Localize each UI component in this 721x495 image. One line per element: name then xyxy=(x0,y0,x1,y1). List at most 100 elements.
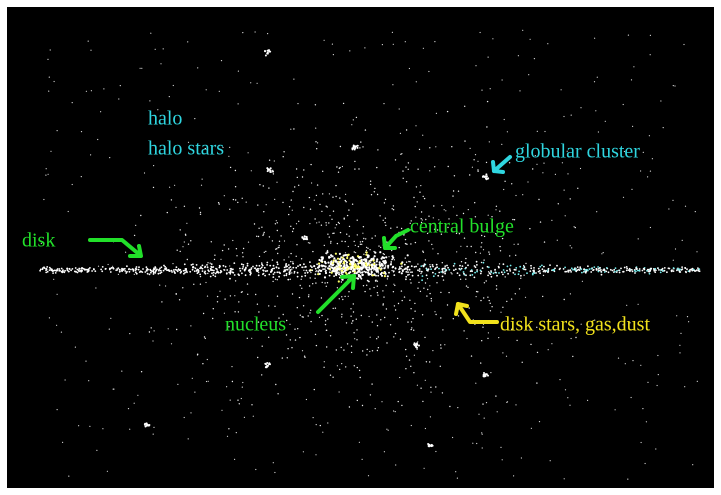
star xyxy=(335,227,336,228)
star xyxy=(287,269,289,271)
star xyxy=(347,215,348,216)
star xyxy=(580,107,581,108)
star xyxy=(349,236,350,237)
star xyxy=(485,176,487,178)
star xyxy=(463,273,465,275)
star xyxy=(321,225,322,226)
star xyxy=(292,191,293,192)
star xyxy=(141,68,142,69)
star xyxy=(360,241,361,242)
star xyxy=(523,268,525,270)
star xyxy=(264,252,265,253)
star xyxy=(40,269,42,271)
star xyxy=(229,278,231,280)
star xyxy=(436,113,437,114)
star xyxy=(290,253,291,254)
star xyxy=(310,310,311,311)
star xyxy=(396,227,397,228)
star xyxy=(226,386,227,387)
star xyxy=(75,347,76,348)
star xyxy=(369,249,370,250)
star xyxy=(134,274,135,275)
star xyxy=(387,275,389,277)
star xyxy=(359,442,360,443)
star xyxy=(277,263,279,265)
star xyxy=(445,269,447,271)
star xyxy=(302,316,303,317)
star xyxy=(225,266,227,268)
star xyxy=(442,329,443,330)
star xyxy=(482,447,483,448)
star xyxy=(341,314,342,315)
star xyxy=(398,271,400,273)
star xyxy=(337,243,338,244)
star xyxy=(184,263,186,265)
star xyxy=(278,267,280,269)
star xyxy=(353,119,354,120)
star xyxy=(468,209,469,210)
star xyxy=(266,262,268,264)
star xyxy=(358,269,360,271)
star xyxy=(189,271,191,273)
star xyxy=(440,366,441,367)
star xyxy=(502,459,503,460)
star xyxy=(350,308,351,309)
star xyxy=(525,297,526,298)
star xyxy=(242,387,243,388)
star xyxy=(383,253,384,254)
star xyxy=(457,478,458,479)
star xyxy=(93,268,95,270)
star xyxy=(402,269,404,271)
star xyxy=(680,333,681,334)
star xyxy=(638,238,639,239)
star xyxy=(110,318,111,319)
star xyxy=(230,295,231,296)
star xyxy=(416,349,417,350)
star xyxy=(118,274,119,275)
star xyxy=(343,349,344,350)
star xyxy=(255,31,256,32)
star xyxy=(294,186,295,187)
star xyxy=(383,267,385,269)
star xyxy=(493,272,495,274)
star xyxy=(432,350,433,351)
star xyxy=(292,267,294,269)
star xyxy=(642,270,644,272)
star xyxy=(378,245,379,246)
star xyxy=(412,318,413,319)
star xyxy=(290,339,291,340)
star xyxy=(488,332,489,333)
star xyxy=(149,269,151,271)
star xyxy=(367,248,368,249)
star xyxy=(247,338,248,339)
star xyxy=(258,228,259,229)
star xyxy=(62,442,63,443)
star xyxy=(167,212,168,213)
star xyxy=(487,338,488,339)
star xyxy=(647,269,649,271)
star xyxy=(230,400,231,401)
star xyxy=(292,231,293,232)
star xyxy=(360,141,361,142)
star xyxy=(242,252,243,253)
star xyxy=(370,295,371,296)
star xyxy=(422,401,423,402)
star xyxy=(300,315,301,316)
star xyxy=(125,272,127,274)
star xyxy=(597,77,598,78)
star xyxy=(483,249,484,250)
star xyxy=(442,262,443,263)
star xyxy=(673,260,674,261)
star xyxy=(536,382,537,383)
star xyxy=(417,385,418,386)
star xyxy=(269,236,270,237)
star xyxy=(163,265,165,267)
star xyxy=(199,207,200,208)
star xyxy=(570,271,572,273)
star xyxy=(272,240,273,241)
star xyxy=(45,268,47,270)
star xyxy=(518,273,520,275)
star xyxy=(664,267,666,269)
star xyxy=(556,265,558,267)
star xyxy=(371,383,372,384)
